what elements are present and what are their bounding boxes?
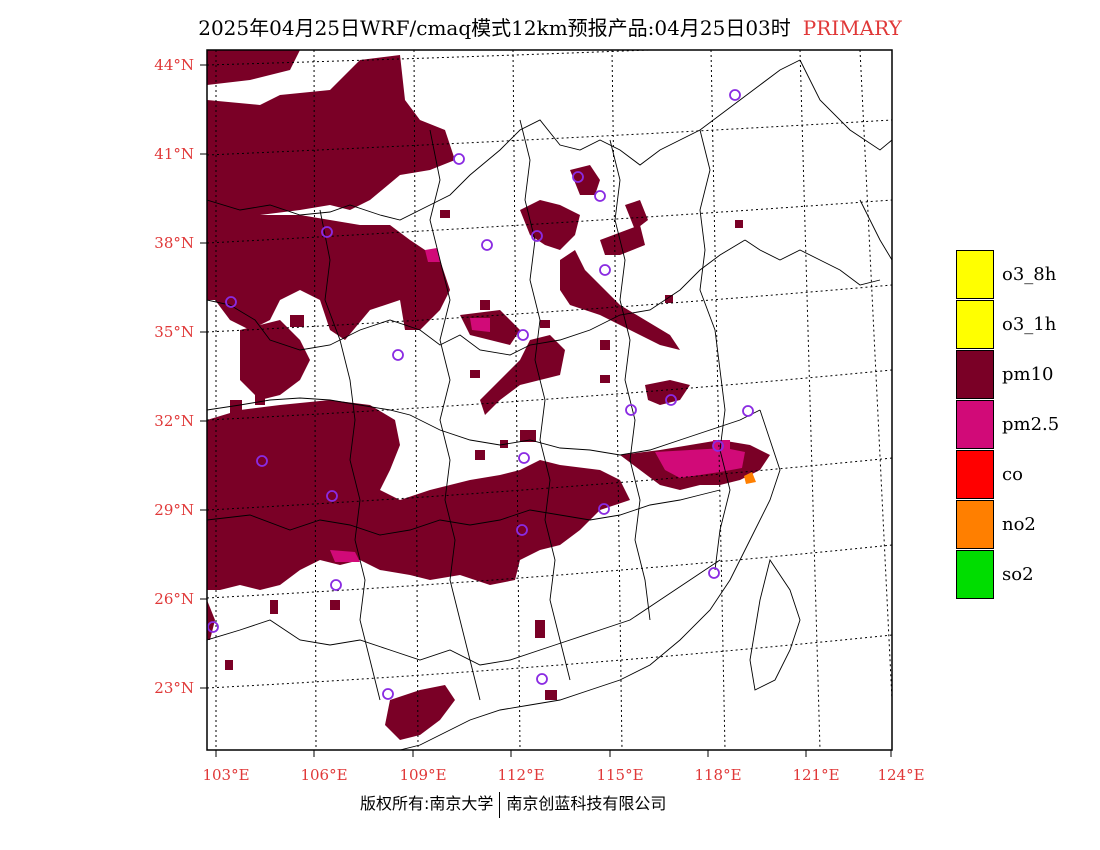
legend-swatch (956, 350, 994, 399)
graticule (207, 50, 892, 750)
legend-label: pm2.5 (1002, 414, 1060, 435)
legend-item-o3-1h: o3_1h (956, 300, 1100, 350)
footer-right: 南京创蓝科技有限公司 (506, 794, 667, 813)
lon-label: 103°E (202, 766, 250, 784)
lon-label: 106°E (300, 766, 348, 784)
pm10-region (207, 50, 770, 740)
legend-label: pm10 (1002, 364, 1054, 385)
legend-item-pm10: pm10 (956, 350, 1100, 400)
legend-swatch (956, 450, 994, 499)
legend-label: co (1002, 464, 1023, 485)
lon-label: 115°E (596, 766, 644, 784)
legend-item-no2: no2 (956, 500, 1100, 550)
footer-left: 版权所有:南京大学 (360, 794, 494, 813)
lon-label: 121°E (792, 766, 840, 784)
legend-item-so2: so2 (956, 550, 1100, 600)
legend-label: o3_8h (1002, 264, 1057, 285)
footer-separator (499, 791, 501, 818)
title-tag: PRIMARY (802, 16, 902, 40)
legend-swatch (956, 500, 994, 549)
admin-boundaries (207, 59, 892, 750)
legend-swatch (956, 300, 994, 349)
copyright-footer: 版权所有:南京大学 南京创蓝科技有限公司 (360, 790, 666, 818)
lat-label: 32°N (154, 412, 194, 430)
map-title: 2025年04月25日WRF/cmaq模式12km预报产品:04月25日03时 P… (0, 12, 1100, 41)
legend-item-pm25: pm2.5 (956, 400, 1100, 450)
legend-swatch (956, 400, 994, 449)
legend-label: o3_1h (1002, 314, 1057, 335)
lat-label: 41°N (154, 145, 194, 163)
legend-swatch (956, 250, 994, 299)
pm25-region (330, 248, 745, 562)
map-frame (206, 49, 893, 751)
lon-label: 124°E (877, 766, 925, 784)
lon-label: 112°E (497, 766, 545, 784)
lat-label: 44°N (154, 56, 194, 74)
legend-label: no2 (1002, 514, 1036, 535)
legend-label: so2 (1002, 564, 1034, 585)
lon-label: 118°E (694, 766, 742, 784)
title-main: 2025年04月25日WRF/cmaq模式12km预报产品:04月25日03时 (198, 16, 791, 40)
axis-ticks (200, 64, 892, 757)
legend-swatch (956, 550, 994, 599)
no2-region (744, 472, 756, 484)
legend-item-co: co (956, 450, 1100, 500)
lat-label: 35°N (154, 323, 194, 341)
lon-label: 109°E (399, 766, 447, 784)
lat-label: 38°N (154, 234, 194, 252)
legend-item-o3-8h: o3_8h (956, 250, 1100, 300)
lat-label: 26°N (154, 590, 194, 608)
lat-label: 23°N (154, 679, 194, 697)
lat-label: 29°N (154, 501, 194, 519)
station-markers (207, 89, 754, 700)
